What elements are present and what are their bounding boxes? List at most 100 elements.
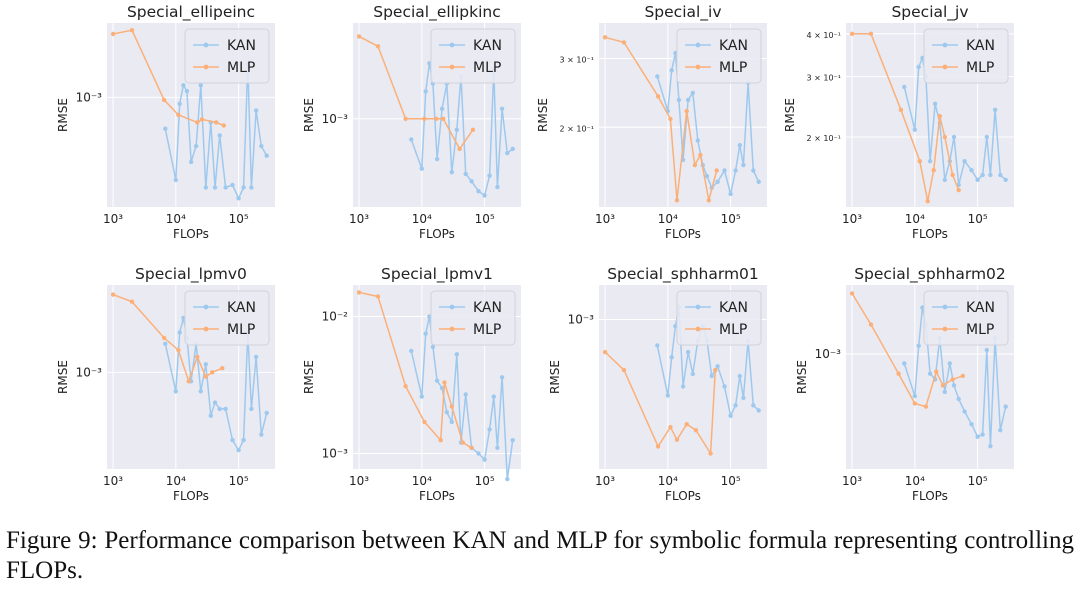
mlp-data-point <box>457 146 462 152</box>
mlp-data-point <box>442 380 447 385</box>
kan-data-point <box>230 182 235 188</box>
mlp-data-point <box>602 35 608 40</box>
y-tick-label: 10⁻³ <box>568 312 595 326</box>
x-axis-label: FLOPs <box>912 227 948 241</box>
legend-swatch-marker <box>449 304 455 310</box>
kan-data-point <box>951 134 957 140</box>
kan-data-point <box>951 383 957 388</box>
kan-data-point <box>510 146 515 152</box>
kan-data-point <box>476 451 481 456</box>
kan-data-point <box>495 445 500 450</box>
legend-label-mlp: MLP <box>966 322 994 338</box>
x-tick-label: 10⁵ <box>968 474 988 488</box>
y-tick-label: 10⁻³ <box>76 365 103 379</box>
figure-caption: Figure 9: Performance comparison between… <box>6 527 1074 584</box>
y-axis-label: RMSE <box>302 360 316 394</box>
x-tick-label: 10⁴ <box>412 212 432 226</box>
x-axis-label: FLOPs <box>665 227 701 241</box>
kan-data-point <box>188 159 194 165</box>
y-tick-label: 2 × 10⁻¹ <box>807 134 842 143</box>
legend-box <box>184 28 270 84</box>
kan-data-point <box>916 64 921 70</box>
kan-data-point <box>695 138 700 143</box>
mlp-data-point <box>937 114 942 119</box>
figure-grid: Special_ellipeinc 10³ 10⁴ 10⁵ 10⁻³ FLOPs RMSE K… <box>56 3 1014 503</box>
kan-data-point <box>212 185 218 190</box>
kan-data-point <box>430 344 436 350</box>
x-axis-label: FLOPs <box>419 227 455 241</box>
mlp-data-point <box>186 379 191 384</box>
kan-data-point <box>241 437 246 443</box>
kan-data-point <box>409 348 414 354</box>
kan-data-point <box>932 101 938 107</box>
legend-label-mlp: MLP <box>719 322 747 338</box>
kan-data-point <box>975 177 980 182</box>
kan-data-point <box>236 447 241 453</box>
x-tick-label: 10⁵ <box>721 474 741 488</box>
legend-box <box>430 28 516 84</box>
y-tick-label: 2 × 10⁻¹ <box>560 124 595 133</box>
mlp-data-point <box>214 120 219 125</box>
mlp-data-point <box>912 401 917 406</box>
kan-data-point <box>927 159 933 164</box>
kan-data-point <box>482 193 487 198</box>
chart-title: Special_lpmv0 <box>135 265 247 284</box>
chart-panel-4: Special_jv 10³ 10⁴ 10⁵ 2 × 10⁻¹ 3 × 10⁻¹ 4 × 1… <box>783 3 1014 241</box>
x-axis-label: FLOPs <box>173 227 209 241</box>
kan-data-point <box>751 168 756 173</box>
x-axis-label: FLOPs <box>419 489 455 503</box>
x-tick-label: 10⁴ <box>658 474 678 488</box>
legend-label-mlp: MLP <box>473 322 501 338</box>
kan-data-point <box>463 392 468 397</box>
mlp-data-point <box>674 198 680 203</box>
mlp-data-point <box>375 44 381 49</box>
legend-label-mlp: MLP <box>227 60 255 76</box>
kan-data-point <box>212 400 218 405</box>
kan-data-point <box>259 432 264 437</box>
mlp-data-point <box>931 168 936 173</box>
x-tick-label: 10⁵ <box>229 474 249 488</box>
mlp-data-point <box>161 335 167 341</box>
kan-data-point <box>685 97 691 103</box>
kan-data-point <box>709 373 714 379</box>
kan-data-point <box>482 457 487 462</box>
x-tick-label: 10³ <box>103 212 123 226</box>
kan-data-point <box>203 362 208 367</box>
kan-data-point <box>984 134 989 140</box>
legend-swatch-marker <box>942 42 948 48</box>
kan-data-point <box>942 177 947 182</box>
kan-data-point <box>487 173 492 178</box>
mlp-data-point <box>684 108 689 114</box>
kan-data-point <box>505 476 510 482</box>
kan-data-point <box>444 410 449 415</box>
legend-label-mlp: MLP <box>227 322 255 338</box>
kan-data-point <box>198 389 203 394</box>
kan-data-point <box>177 330 182 335</box>
kan-data-point <box>902 84 907 90</box>
kan-data-point <box>163 341 168 346</box>
y-axis-label: RMSE <box>795 360 809 394</box>
kan-data-point <box>434 156 440 162</box>
x-tick-label: 10³ <box>842 474 862 488</box>
kan-data-point <box>988 172 993 178</box>
mlp-data-point <box>956 187 961 193</box>
legend-box <box>184 290 270 346</box>
x-tick-label: 10³ <box>842 212 862 226</box>
mlp-data-point <box>714 168 719 173</box>
kan-data-point <box>469 179 474 184</box>
kan-data-point <box>427 61 432 66</box>
kan-data-point <box>998 172 1003 178</box>
mlp-data-point <box>621 367 627 373</box>
legend-label-kan: KAN <box>473 300 502 316</box>
mlp-data-point <box>655 444 661 449</box>
x-tick-label: 10⁵ <box>475 474 495 488</box>
legend-label-kan: KAN <box>227 300 256 316</box>
mlp-data-point <box>375 294 381 299</box>
kan-data-point <box>912 393 917 399</box>
kan-data-point <box>1003 404 1008 409</box>
kan-data-point <box>449 419 454 425</box>
mlp-data-point <box>940 383 946 388</box>
legend: KAN MLP <box>184 290 270 346</box>
chart-panel-6: Special_lpmv1 10³ 10⁴ 10⁵ 10⁻³ 10⁻² FLOPs RMSE K… <box>302 265 521 503</box>
mlp-data-point <box>176 347 181 353</box>
